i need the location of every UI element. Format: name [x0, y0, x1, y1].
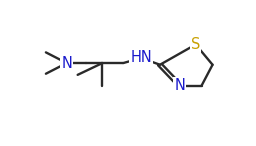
Text: S: S — [191, 37, 200, 52]
Text: N: N — [61, 55, 72, 71]
Text: N: N — [174, 78, 185, 93]
Text: HN: HN — [130, 51, 152, 66]
